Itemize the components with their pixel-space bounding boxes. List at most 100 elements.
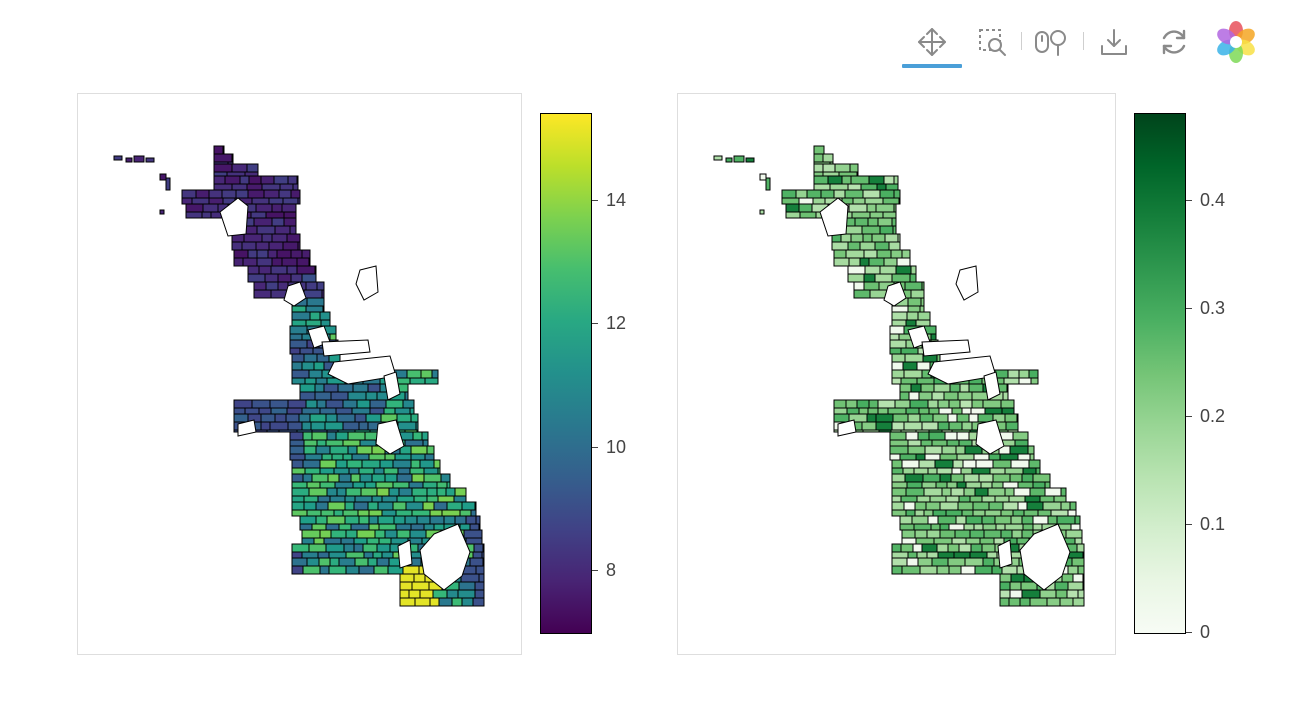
census-tract[interactable]: [319, 407, 337, 415]
census-tract[interactable]: [426, 445, 435, 455]
census-tract[interactable]: [289, 333, 303, 341]
census-tract[interactable]: [909, 399, 929, 409]
census-tract[interactable]: [286, 233, 301, 243]
census-tract[interactable]: [409, 529, 427, 539]
census-tract[interactable]: [1082, 581, 1085, 591]
census-tract[interactable]: [396, 413, 412, 423]
census-tract[interactable]: [1082, 573, 1085, 583]
census-tract[interactable]: [369, 399, 387, 409]
census-tract[interactable]: [1029, 453, 1035, 461]
census-tract[interactable]: [889, 453, 901, 461]
census-tract[interactable]: [255, 241, 270, 251]
census-tract[interactable]: [402, 565, 420, 575]
census-tract[interactable]: [351, 407, 371, 415]
census-tract[interactable]: [861, 421, 877, 431]
census-tract[interactable]: [939, 501, 959, 511]
census-tract[interactable]: [376, 557, 390, 567]
census-tract[interactable]: [785, 203, 800, 213]
census-tract[interactable]: [299, 391, 316, 401]
save-tool[interactable]: [1094, 20, 1134, 64]
census-tract[interactable]: [844, 189, 864, 199]
census-tract[interactable]: [404, 391, 409, 401]
census-tract[interactable]: [875, 413, 894, 423]
census-tract[interactable]: [303, 495, 319, 503]
census-tract[interactable]: [913, 523, 932, 531]
census-tract[interactable]: [891, 319, 907, 327]
census-tract[interactable]: [291, 319, 307, 327]
census-tract[interactable]: [970, 543, 983, 553]
census-tract[interactable]: [907, 445, 926, 455]
census-tract[interactable]: [333, 509, 344, 517]
census-tract[interactable]: [328, 565, 347, 575]
census-tract[interactable]: [221, 189, 237, 199]
census-tract[interactable]: [291, 377, 306, 385]
census-tract[interactable]: [330, 391, 349, 401]
census-tract[interactable]: [395, 509, 413, 517]
census-tract[interactable]: [289, 439, 305, 447]
census-tract[interactable]: [310, 421, 326, 431]
census-tract[interactable]: [362, 543, 378, 553]
census-tract[interactable]: [951, 467, 962, 475]
census-tract[interactable]: [919, 565, 938, 575]
census-tract[interactable]: [1054, 581, 1069, 591]
census-tract[interactable]: [1061, 573, 1074, 583]
census-tract[interactable]: [1020, 581, 1038, 591]
census-tract[interactable]: [866, 413, 877, 423]
census-tract[interactable]: [1050, 509, 1069, 517]
census-tract[interactable]: [965, 537, 981, 545]
census-tract[interactable]: [975, 459, 994, 469]
census-tract[interactable]: [305, 319, 322, 327]
census-tract[interactable]: [833, 249, 847, 259]
census-tract[interactable]: [267, 249, 278, 259]
census-tract[interactable]: [315, 445, 331, 455]
census-tract[interactable]: [304, 467, 321, 475]
census-tract[interactable]: [314, 383, 325, 393]
census-tract[interactable]: [1032, 481, 1046, 489]
census-tract[interactable]: [900, 347, 919, 355]
census-tract[interactable]: [1065, 529, 1083, 539]
census-tract[interactable]: [433, 501, 448, 511]
census-tract[interactable]: [902, 361, 918, 371]
census-tract[interactable]: [269, 421, 289, 431]
census-tract[interactable]: [862, 429, 880, 433]
census-tract[interactable]: [969, 529, 985, 539]
census-tract[interactable]: [291, 305, 307, 313]
census-tract[interactable]: [358, 515, 370, 525]
census-tract[interactable]: [918, 391, 933, 401]
census-tract[interactable]: [247, 273, 266, 283]
census-tract[interactable]: [289, 431, 304, 441]
census-tract[interactable]: [311, 431, 328, 441]
census-tract[interactable]: [342, 453, 353, 461]
census-tract[interactable]: [291, 311, 311, 321]
census-tract[interactable]: [833, 413, 850, 423]
census-tract[interactable]: [891, 557, 908, 567]
census-tract[interactable]: [354, 495, 373, 503]
census-tract[interactable]: [847, 265, 866, 275]
census-tract[interactable]: [286, 265, 298, 275]
census-tract[interactable]: [319, 529, 332, 539]
census-tract[interactable]: [282, 197, 299, 205]
census-tract[interactable]: [850, 175, 870, 185]
census-tract[interactable]: [256, 257, 273, 267]
census-tract[interactable]: [1071, 557, 1085, 567]
census-tract[interactable]: [399, 597, 416, 607]
census-tract[interactable]: [1029, 487, 1046, 497]
census-tract[interactable]: [1074, 515, 1081, 525]
census-tract[interactable]: [336, 413, 356, 423]
census-tract[interactable]: [891, 565, 903, 575]
census-tract[interactable]: [901, 565, 921, 575]
census-tract[interactable]: [891, 353, 906, 363]
census-tract[interactable]: [1018, 377, 1032, 385]
census-tract[interactable]: [961, 421, 973, 431]
census-tract[interactable]: [1027, 445, 1035, 455]
census-tract[interactable]: [962, 459, 977, 469]
census-tract[interactable]: [982, 399, 1002, 409]
census-tract[interactable]: [1009, 473, 1023, 483]
census-tract[interactable]: [893, 203, 897, 213]
census-tract[interactable]: [331, 453, 344, 461]
census-tract[interactable]: [921, 281, 925, 291]
bokeh-logo[interactable]: [1214, 20, 1258, 64]
census-tract[interactable]: [384, 453, 396, 461]
census-tract[interactable]: [397, 421, 417, 431]
census-tract[interactable]: [934, 459, 954, 469]
